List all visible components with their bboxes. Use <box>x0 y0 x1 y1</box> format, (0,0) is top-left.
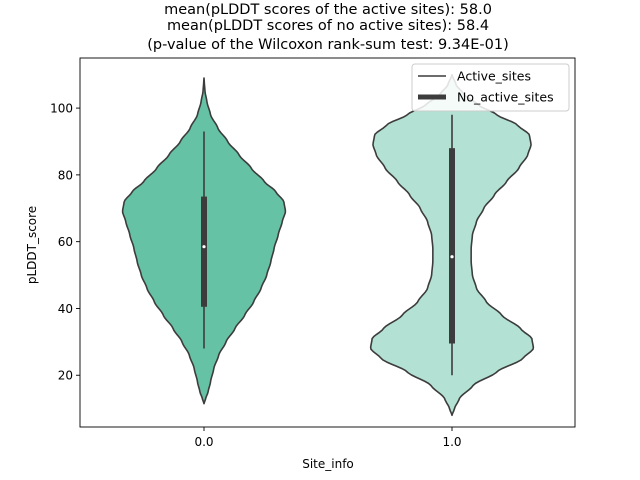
y-tick-label: 40 <box>58 302 73 316</box>
violin-median-0-0 <box>202 245 206 249</box>
title-line-1: mean(pLDDT scores of the active sites): … <box>164 2 492 18</box>
y-axis: 20 40 60 80 100 <box>50 102 80 383</box>
x-tick-label: 1.0 <box>442 435 461 449</box>
y-tick-label: 100 <box>50 102 73 116</box>
violin-iqr-0-0 <box>201 196 207 307</box>
y-axis-label: pLDDT_score <box>25 206 39 284</box>
plot-frame <box>79 57 576 428</box>
legend: Active_sites No_active_sites <box>411 63 570 112</box>
y-tick-label: 60 <box>58 235 73 249</box>
y-tick-label: 80 <box>58 168 73 182</box>
violin-group <box>121 73 535 417</box>
y-tick-label: 20 <box>58 369 73 383</box>
x-axis: 0.0 1.0 <box>194 427 462 449</box>
x-tick-label: 0.0 <box>194 435 213 449</box>
legend-label-no-active-sites: No_active_sites <box>457 90 554 105</box>
violin-iqr-1-0 <box>449 148 455 344</box>
x-axis-label: Site_info <box>302 457 354 471</box>
title-line-3: (p-value of the Wilcoxon rank-sum test: … <box>147 37 508 53</box>
title-line-2: mean(pLDDT scores of no active sites): 5… <box>167 18 489 34</box>
legend-label-active-sites: Active_sites <box>457 69 531 84</box>
legend-box <box>411 63 570 112</box>
violin-median-1-0 <box>450 255 454 259</box>
chart-title: mean(pLDDT scores of the active sites): … <box>147 2 508 53</box>
